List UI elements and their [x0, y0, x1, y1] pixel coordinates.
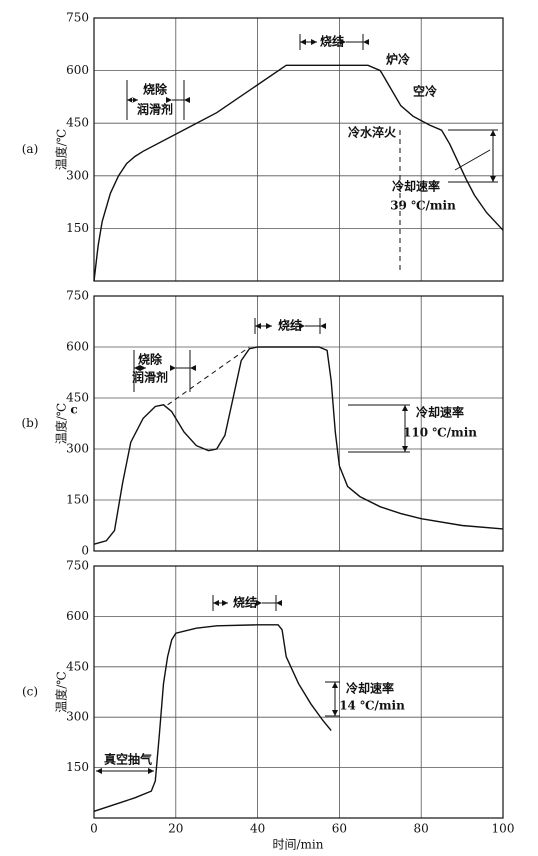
y-tick-label: 0 [81, 544, 89, 558]
annotation: 39 ℃/min [390, 199, 456, 213]
arrow-head [134, 365, 146, 371]
annotation: 冷却速率 [392, 179, 440, 194]
y-tick-label: 300 [66, 168, 89, 182]
y-tick-label: 750 [66, 11, 89, 25]
x-tick-label: 0 [90, 822, 98, 836]
arrow-head [213, 600, 228, 606]
arrow-head [96, 768, 154, 774]
y-tick-label: 150 [66, 221, 89, 235]
annotation: 冷却速率 [346, 681, 394, 696]
annotation-line [454, 149, 491, 171]
panel-label: (c) [22, 685, 38, 699]
annotation: 110 ℃/min [403, 426, 477, 440]
y-tick-label: 300 [66, 442, 89, 456]
annotation: 烧除 [138, 352, 163, 367]
y-axis-label: 温度/℃ [54, 129, 69, 170]
annotation: 冷水淬火 [348, 125, 397, 140]
y-tick-label: 750 [66, 289, 89, 303]
annotation: 烧结 [320, 34, 344, 49]
x-tick-label: 60 [332, 822, 347, 836]
plot-frame [93, 17, 504, 282]
line-series [93, 64, 504, 282]
line-series [93, 346, 504, 545]
x-tick-label: 20 [168, 822, 183, 836]
annotation-line [167, 346, 250, 406]
arrow-head [170, 365, 196, 371]
arrow-head [166, 97, 190, 103]
arrow-head [127, 97, 138, 103]
arrow-head [490, 130, 496, 182]
annotation: 真空抽气 [104, 752, 152, 767]
y-tick-label: 150 [66, 760, 89, 774]
arrow-head [299, 323, 326, 329]
y-axis-label: 温度/℃ [54, 403, 69, 444]
annotation: 润滑剂 [132, 370, 168, 385]
annotation: 炉冷 [386, 52, 410, 67]
panel-label: (b) [21, 416, 38, 430]
y-tick-label: 450 [66, 659, 89, 673]
annotation: c [70, 403, 77, 417]
y-tick-label: 750 [66, 559, 89, 573]
plot-frame [93, 295, 504, 552]
y-tick-label: 450 [66, 391, 89, 405]
annotation: 空冷 [413, 84, 437, 99]
y-axis-label: 温度/℃ [54, 671, 69, 712]
y-tick-label: 150 [66, 493, 89, 507]
annotation: 14 ℃/min [339, 699, 405, 713]
arrow-head [256, 600, 282, 606]
plot-frame [93, 565, 504, 819]
arrow-head [255, 323, 272, 329]
panel-label: (a) [22, 142, 39, 156]
annotation: 烧结 [278, 318, 302, 333]
x-axis-label: 时间/min [273, 838, 324, 852]
y-tick-label: 600 [66, 609, 89, 623]
x-tick-label: 40 [250, 822, 265, 836]
y-tick-label: 300 [66, 710, 89, 724]
annotation: 冷却速率 [416, 405, 464, 420]
x-tick-label: 80 [414, 822, 429, 836]
line-series [93, 624, 332, 812]
annotation: 烧除 [143, 82, 168, 97]
arrow-head [300, 39, 317, 45]
y-tick-label: 600 [66, 63, 89, 77]
y-tick-label: 450 [66, 116, 89, 130]
y-tick-label: 600 [66, 340, 89, 354]
x-tick-label: 100 [492, 822, 515, 836]
annotation: 润滑剂 [137, 102, 173, 117]
annotation: 烧结 [233, 595, 257, 610]
